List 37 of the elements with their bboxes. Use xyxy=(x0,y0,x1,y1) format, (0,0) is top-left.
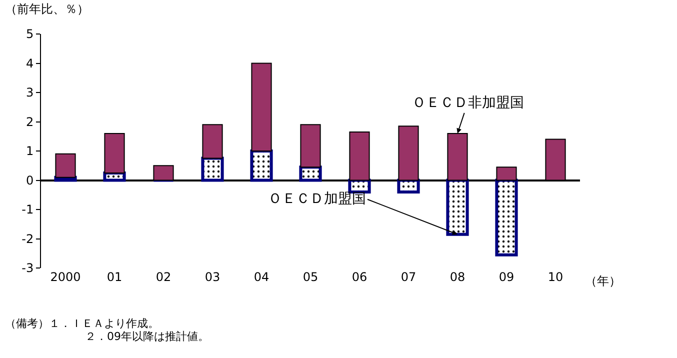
bar xyxy=(300,124,321,168)
y-tick-label: 4 xyxy=(26,56,34,70)
x-tick-label: 07 xyxy=(400,270,416,284)
bar xyxy=(250,150,273,182)
x-axis-title: （年） xyxy=(585,274,621,288)
y-axis-title: （前年比、％） xyxy=(5,2,89,16)
y-tick-label: 5 xyxy=(26,27,34,42)
bar xyxy=(397,178,420,194)
annotation: ＯＥＣＤ非加盟国 xyxy=(412,95,524,111)
bar xyxy=(201,156,224,182)
x-tick-label: 08 xyxy=(450,270,466,284)
annotation: ＯＥＣＤ加盟国 xyxy=(268,191,366,207)
y-tick-label: 3 xyxy=(26,86,34,100)
x-tick-label: 01 xyxy=(106,270,122,284)
y-tick-label: 2 xyxy=(26,114,34,129)
x-tick-label: 05 xyxy=(302,270,318,284)
bar xyxy=(55,153,76,178)
bar xyxy=(202,124,223,159)
text: （備考）１．ＩＥＡより作成。 xyxy=(5,317,159,330)
x-tick-label: 03 xyxy=(204,270,220,284)
bar xyxy=(251,62,272,152)
bar xyxy=(104,132,125,174)
x-tick-label: 09 xyxy=(498,270,514,284)
text: ２．09年以降は推計値。 xyxy=(85,330,209,343)
y-tick-label: 1 xyxy=(26,144,34,158)
bar xyxy=(446,178,469,236)
y-tick-label: -2 xyxy=(22,232,34,246)
x-tick-label: 06 xyxy=(352,270,368,284)
x-tick-label: 2000 xyxy=(50,270,81,284)
x-tick-label: 10 xyxy=(548,270,564,284)
y-tick-label: 0 xyxy=(26,173,34,188)
x-tick-label: 02 xyxy=(156,270,172,284)
y-tick-label: -3 xyxy=(22,261,34,276)
y-tick-label: -1 xyxy=(22,202,34,217)
bar xyxy=(495,178,518,256)
x-tick-label: 04 xyxy=(254,270,270,284)
bar xyxy=(299,166,322,182)
